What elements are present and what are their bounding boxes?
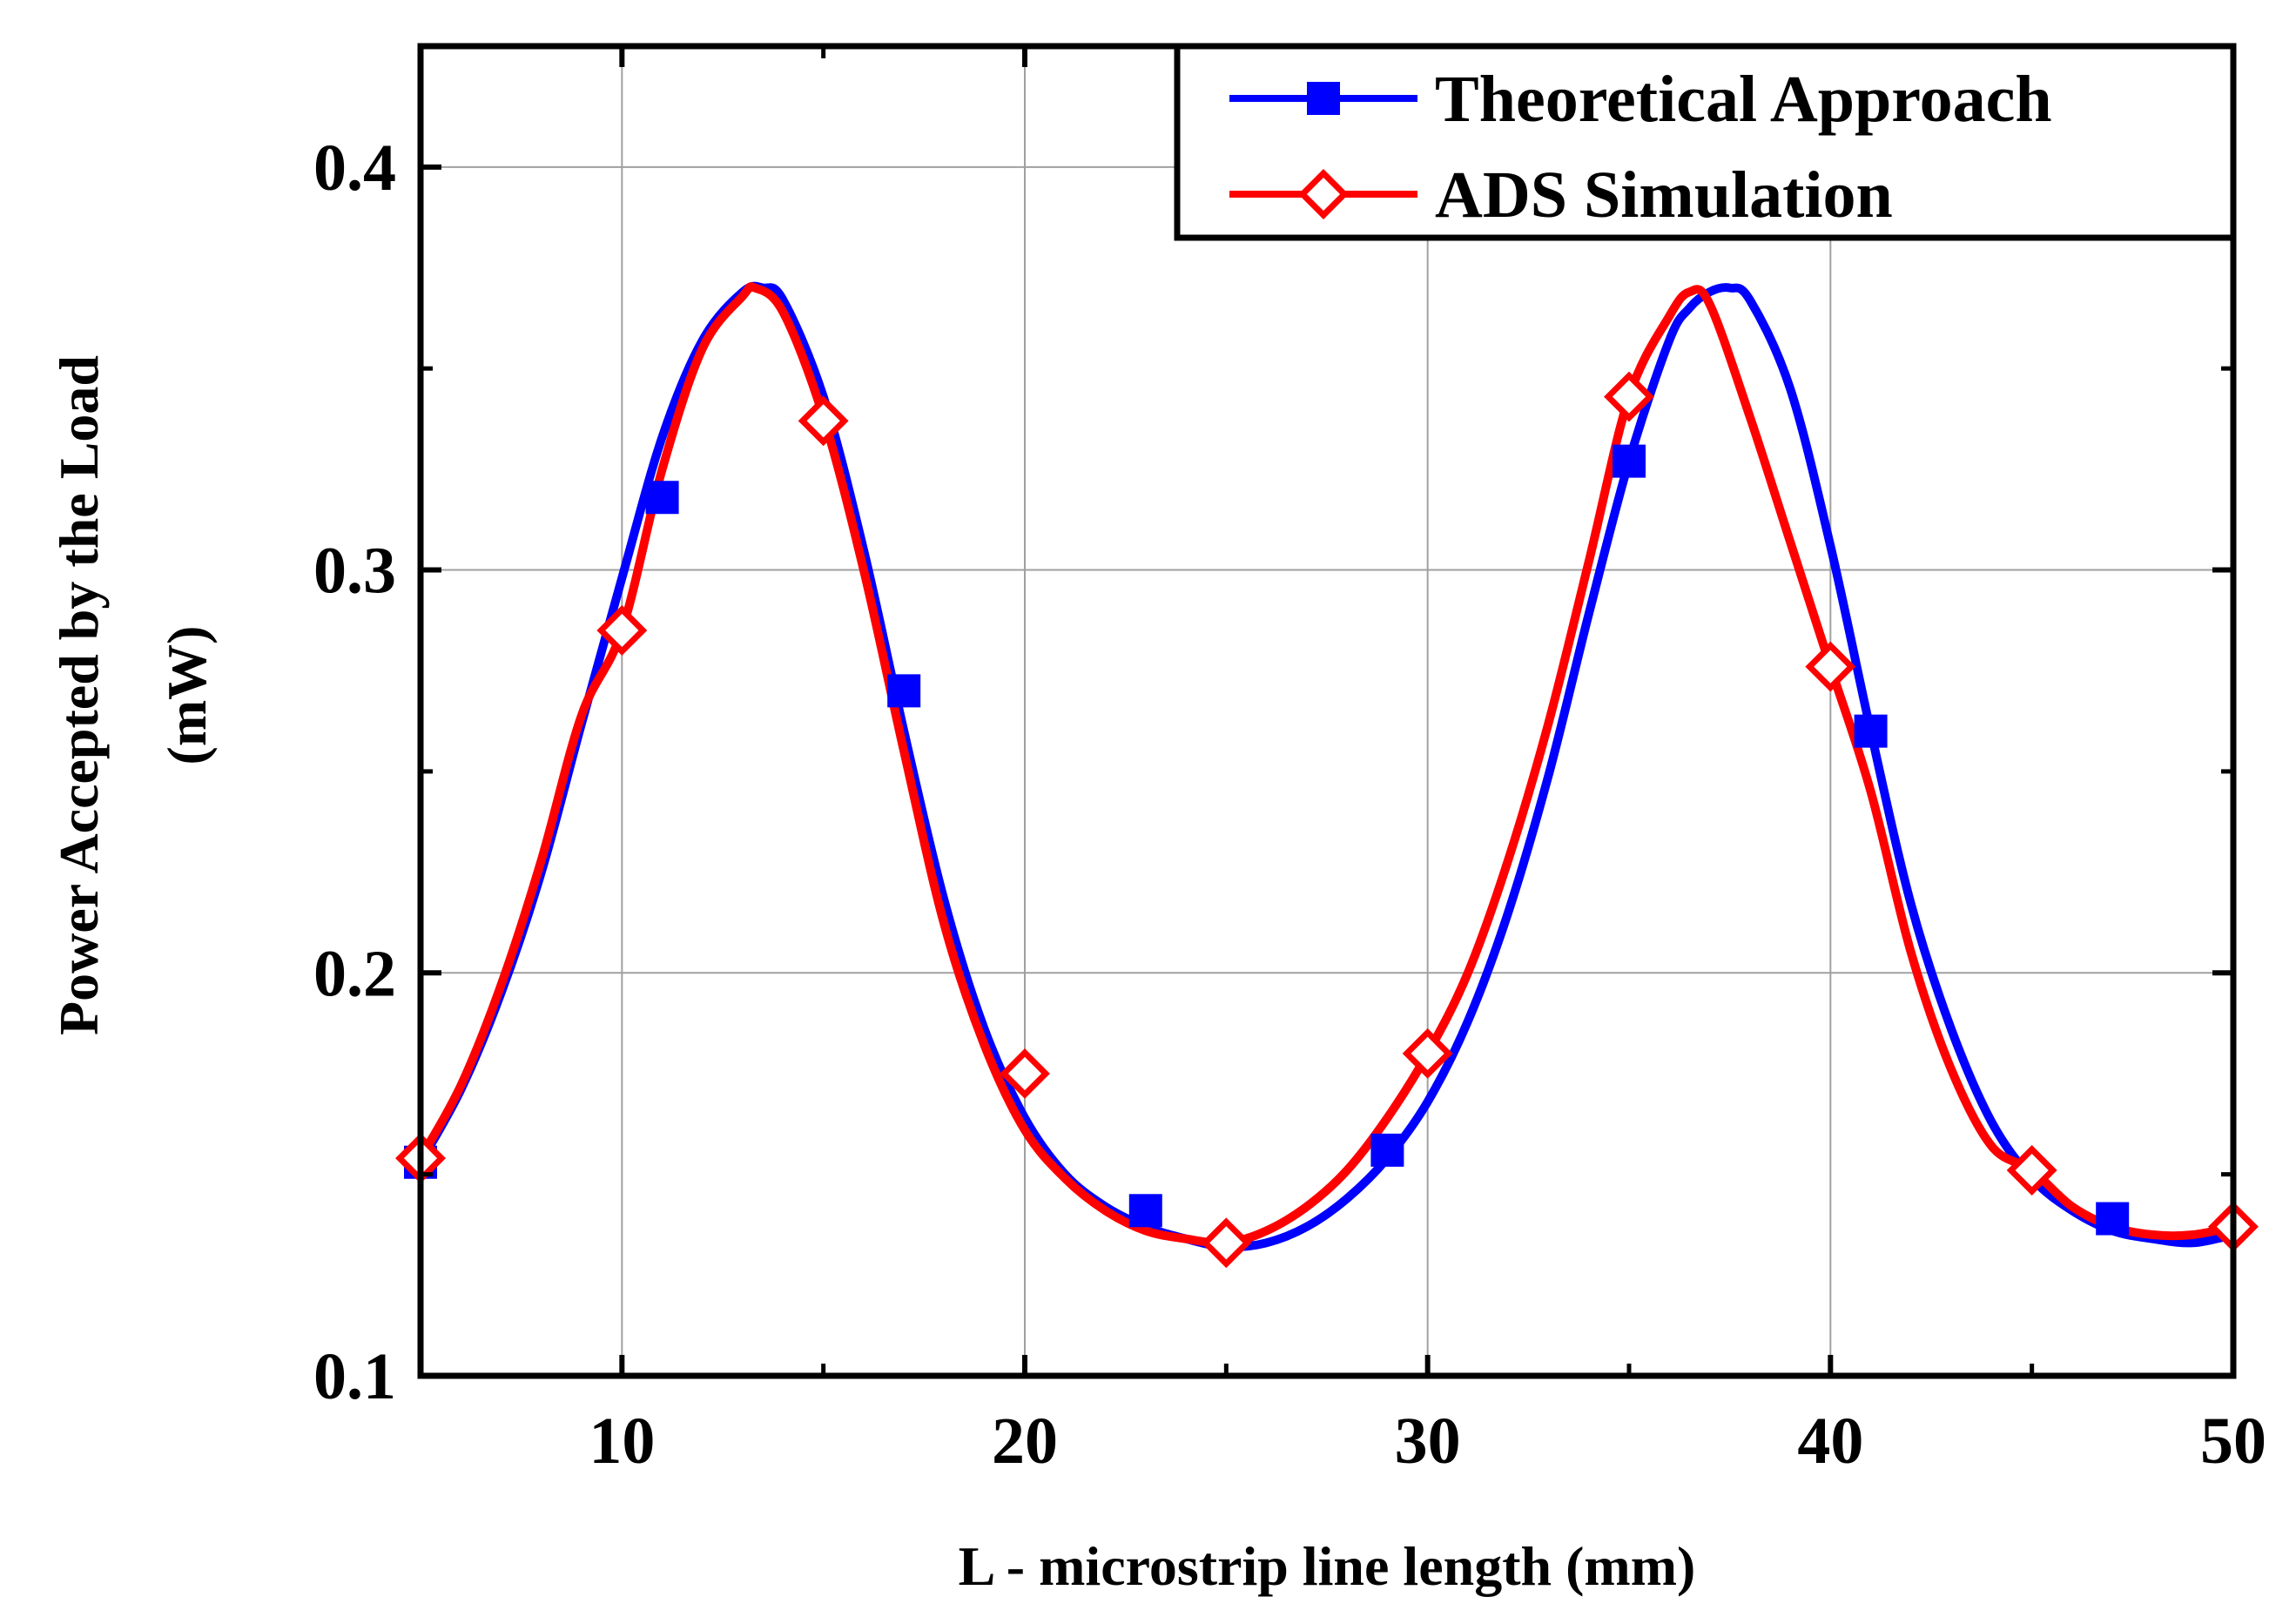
marker-theoretical-2 bbox=[887, 674, 921, 708]
x-tick-label-40: 40 bbox=[1797, 1405, 1863, 1478]
marker-theoretical-6 bbox=[1854, 714, 1888, 748]
series-line-ads bbox=[416, 282, 2238, 1248]
marker-ads-6 bbox=[1604, 371, 1654, 422]
y-tick-label-0.4: 0.4 bbox=[313, 131, 396, 205]
marker-theoretical-5 bbox=[1613, 444, 1646, 478]
legend-label-theoretical: Theoretical Approach bbox=[1435, 63, 2052, 136]
plot-frame bbox=[417, 43, 2237, 1379]
y-tick-label-0.3: 0.3 bbox=[313, 535, 396, 608]
legend: Theoretical Approach ADS Simulation bbox=[1174, 43, 2237, 241]
axes bbox=[417, 43, 2237, 1379]
y-tick-label-0.1: 0.1 bbox=[313, 1340, 396, 1413]
legend-marker-theoretical bbox=[1307, 82, 1340, 115]
grid-lines bbox=[421, 46, 2233, 1376]
marker-ads-4 bbox=[1201, 1217, 1252, 1269]
y-tick-label-0.2: 0.2 bbox=[313, 937, 396, 1010]
marker-ads-5 bbox=[1402, 1027, 1453, 1079]
legend-marker-ads bbox=[1298, 169, 1349, 219]
tick-labels: 10 20 30 40 50 0.1 0.2 0.3 0.4 bbox=[313, 131, 2266, 1478]
legend-box bbox=[1174, 43, 2237, 241]
marker-theoretical-1 bbox=[645, 481, 679, 515]
y-axis-title-line2: (mW) bbox=[156, 626, 218, 765]
y-axis-title-line1: Power Accepted by the Load bbox=[48, 355, 110, 1035]
marker-theoretical-3 bbox=[1128, 1194, 1162, 1228]
x-tick-label-20: 20 bbox=[992, 1405, 1058, 1478]
ticks bbox=[421, 46, 2236, 1378]
marker-theoretical-7 bbox=[2096, 1202, 2130, 1236]
series-layer bbox=[395, 281, 2259, 1269]
x-tick-label-50: 50 bbox=[2200, 1405, 2266, 1478]
x-axis-title: L - microstrip line length (mm) bbox=[959, 1535, 1696, 1597]
marker-ads-1 bbox=[596, 605, 648, 656]
legend-label-ads: ADS Simulation bbox=[1435, 158, 1893, 232]
marker-ads-7 bbox=[1805, 641, 1856, 692]
marker-ads-3 bbox=[1000, 1048, 1050, 1099]
x-tick-label-10: 10 bbox=[589, 1405, 655, 1478]
x-tick-label-30: 30 bbox=[1395, 1405, 1461, 1478]
marker-ads-8 bbox=[2006, 1145, 2057, 1196]
marker-ads-2 bbox=[798, 395, 849, 447]
marker-theoretical-4 bbox=[1370, 1133, 1404, 1167]
